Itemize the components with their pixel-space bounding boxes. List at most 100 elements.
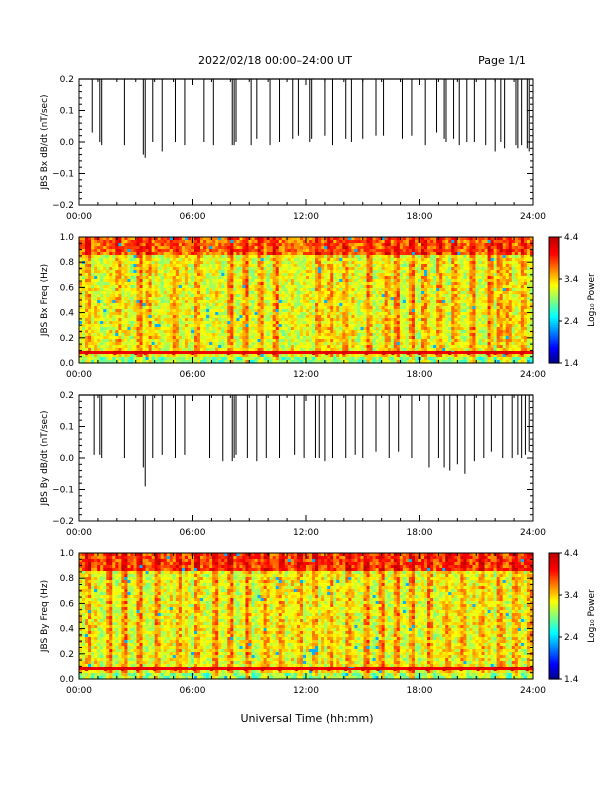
spectrogram-cell [127, 333, 132, 337]
spectrogram-cell [148, 297, 153, 301]
spectrogram-cell [88, 315, 92, 319]
spectrogram-cell [178, 318, 183, 322]
spectrogram-cell [88, 330, 92, 334]
spectrogram-cell [130, 291, 135, 295]
spectrogram-cell [100, 288, 104, 292]
spectrogram-cell [97, 324, 101, 328]
spectrogram-cell [187, 345, 192, 349]
spectrogram-cell [151, 288, 156, 292]
spectrogram-cell [154, 252, 159, 256]
spectrogram-cell [175, 249, 180, 253]
spectrogram-cell [127, 357, 132, 361]
spectrogram-cell [166, 327, 171, 331]
spectrogram-cell [139, 318, 144, 322]
spectrogram-cell [190, 309, 195, 313]
spectrogram-cell [91, 270, 95, 274]
spectrogram-cell [115, 330, 119, 334]
spectrogram-cell [91, 258, 95, 262]
spectrogram-cell [151, 264, 156, 268]
spectrogram-cell [127, 273, 132, 277]
spectrogram-cell [136, 354, 141, 358]
spectrogram-cell [148, 282, 153, 286]
spectrogram-cell [142, 354, 147, 358]
spectrogram-cell [94, 273, 98, 277]
spectrogram-cell [112, 240, 116, 244]
spectrogram-cell [109, 258, 113, 262]
spectrogram-cell [154, 288, 159, 292]
x-tick-label: 24:00 [520, 212, 546, 222]
spectrogram-cell [178, 321, 183, 325]
spectrogram-cell [190, 342, 195, 346]
spectrogram-cell [139, 315, 144, 319]
spectrogram-cell [175, 258, 180, 262]
spectrogram-cell [142, 279, 147, 283]
spectrogram-cell [181, 324, 186, 328]
spectrogram-cell [181, 354, 186, 358]
spectrogram-cell [175, 294, 180, 298]
spectrogram-cell [163, 258, 168, 262]
spectrogram-cell [190, 255, 195, 259]
spectrogram-cell [151, 300, 156, 304]
spectrogram-cell [184, 345, 189, 349]
spectrogram-cell [184, 315, 189, 319]
spectrogram-cell [127, 246, 132, 250]
spectrogram-cell [197, 354, 201, 358]
spectrogram-cell [163, 321, 168, 325]
spectrogram-cell [190, 252, 195, 256]
spectrogram-cell [148, 315, 153, 319]
spectrogram-cell [85, 321, 89, 325]
spectrogram-cell [130, 285, 135, 289]
spectrogram-cell [115, 333, 119, 337]
spectrogram-cell [200, 327, 204, 331]
spectrogram-cell [203, 267, 207, 271]
spectrogram-cell [151, 261, 156, 265]
spectrogram-cell [160, 306, 165, 310]
spectrogram-cell [115, 273, 119, 277]
spectrogram-cell [124, 327, 129, 331]
spectrogram-cell [151, 312, 156, 316]
spectrogram-cell [103, 246, 107, 250]
spectrogram-cell [139, 264, 144, 268]
spectrogram-cell [160, 258, 165, 262]
spectrogram-cell [100, 261, 104, 265]
spectrogram-cell [163, 357, 168, 361]
spectrogram-cell [91, 318, 95, 322]
spectrogram-cell [103, 318, 107, 322]
spectrogram-cell [112, 360, 116, 364]
spectrogram-cell [124, 312, 129, 316]
spectrogram-cell [127, 267, 132, 271]
spectrogram-cell [181, 309, 186, 313]
spectrogram-cell [175, 327, 180, 331]
spectrogram-cell [151, 336, 156, 340]
spectrogram-cell [203, 318, 207, 322]
spectrogram-cell [112, 348, 116, 352]
spectrogram-cell [206, 279, 210, 283]
spectrogram-cell [112, 321, 116, 325]
spectrogram-cell [85, 273, 89, 277]
spectrogram-cell [91, 282, 95, 286]
spectrogram-cell [79, 252, 83, 256]
spectrogram-cell [200, 336, 204, 340]
spectrogram-cell [148, 345, 153, 349]
spectrogram-cell [139, 336, 144, 340]
spectrogram-cell [197, 291, 201, 295]
spectrogram-cell [130, 297, 135, 301]
spectrogram-cell [172, 291, 177, 295]
bx-dbdt-panel: 0.20.10.0−0.1−0.200:00 06:00 12:00 18:00 24:… [40, 75, 546, 222]
spectrogram-cell [133, 333, 138, 337]
spectrogram-cell [100, 276, 104, 280]
spectrogram-cell [91, 249, 95, 253]
spectrogram-cell [88, 246, 92, 250]
spectrogram-cell [160, 354, 165, 358]
spectrogram-cell [109, 327, 113, 331]
spectrogram-cell [118, 297, 122, 301]
spectrogram-cell [112, 342, 116, 346]
spectrogram-cell [124, 357, 129, 361]
spectrogram-cell [82, 300, 86, 304]
spectrogram-cell [163, 270, 168, 274]
spectrogram-cell [94, 342, 98, 346]
spectrogram-cell [178, 240, 183, 244]
spectrogram-cell [148, 342, 153, 346]
spectrogram-cell [130, 264, 135, 268]
spectrogram-cell [79, 318, 83, 322]
